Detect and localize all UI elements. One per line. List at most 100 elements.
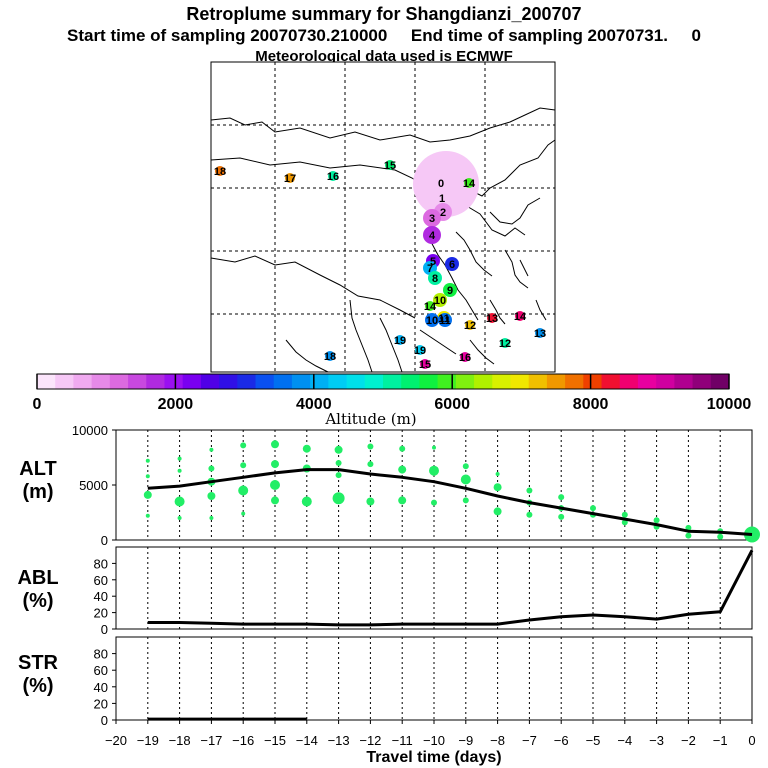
colorbar-cell	[328, 374, 348, 389]
colorbar-cell	[109, 374, 129, 389]
xtick-label: −19	[137, 733, 159, 748]
alt-scatter-point	[398, 465, 407, 474]
map-frame	[210, 61, 556, 373]
xtick-label: −17	[200, 733, 222, 748]
map-point	[415, 345, 425, 355]
alt-scatter-point	[621, 511, 628, 518]
alt-scatter-point	[526, 487, 533, 494]
alt-scatter-point	[174, 496, 185, 507]
colorbar-cell	[401, 374, 420, 389]
colorbar-cell	[128, 374, 147, 389]
colorbar-cell	[710, 374, 730, 389]
map-point	[500, 338, 510, 348]
alt-scatter-point	[238, 485, 249, 496]
map-day-label: 17	[284, 173, 296, 185]
alt-scatter-point	[271, 440, 279, 449]
alt-scatter-point	[399, 445, 406, 452]
altitude-colorbar: 0 2000 4000 6000 8000 10000	[33, 373, 752, 413]
xtick-label: −3	[649, 733, 664, 748]
alt-scatter-point	[240, 442, 247, 449]
met-data-line: Meteorological data used is ECMWF	[255, 48, 513, 65]
xtick-label: −7	[522, 733, 537, 748]
xtick-label: −4	[617, 733, 632, 748]
alt-scatter-point	[558, 513, 565, 520]
xtick-label: −11	[392, 733, 413, 748]
alt-scatter-point	[462, 497, 469, 504]
abl-ytick-label: 20	[94, 606, 108, 621]
xtick-label: −18	[169, 733, 191, 748]
alt-ytick-label: 0	[101, 533, 108, 548]
colorbar-tick-label: 8000	[573, 396, 609, 413]
map-day-label: 14	[424, 301, 437, 313]
abl-ytick-label: 80	[94, 556, 108, 571]
colorbar-cell	[546, 374, 566, 389]
colorbar-cell	[637, 374, 657, 389]
xtick-label: 0	[748, 733, 755, 748]
map-day-label: 13	[486, 313, 498, 325]
xtick-label: −8	[490, 733, 505, 748]
map-trajectory-points	[215, 160, 545, 369]
map-day-label: 18	[214, 166, 226, 178]
colorbar-cell	[692, 374, 712, 389]
str-ytick-label: 40	[94, 680, 108, 695]
map-point	[420, 359, 430, 369]
alt-scatter-point	[590, 505, 596, 512]
alt-scatter-point	[685, 532, 692, 539]
map-point	[423, 226, 441, 244]
alt-scatter-point	[302, 444, 311, 453]
colorbar-tick-label: 10000	[707, 396, 752, 413]
xtick-label: −20	[105, 733, 127, 748]
map-day-label: 15	[419, 359, 431, 371]
map-day-label: 0	[438, 178, 444, 190]
map-gridlines	[211, 62, 555, 372]
map-day-label: 2	[440, 207, 446, 219]
map-point	[460, 352, 470, 362]
colorbar-cell	[91, 374, 111, 389]
map-day-label: 10	[426, 315, 438, 327]
colorbar-cell	[146, 374, 165, 389]
abl-axis-label-1: ABL	[17, 567, 59, 589]
colorbar-cell	[437, 374, 457, 389]
map-day-label: 11	[438, 313, 450, 325]
alt-scatter-point	[398, 496, 407, 505]
abl-ytick-label: 0	[101, 622, 108, 637]
alt-scatter-point	[335, 472, 342, 479]
map-day-label: 15	[384, 160, 396, 172]
xtick-label: −12	[359, 733, 381, 748]
colorbar-cell	[310, 374, 329, 389]
map-day-label: 18	[324, 351, 336, 363]
colorbar-cell	[164, 374, 184, 389]
map-day-label: 1	[439, 193, 445, 205]
map-point	[465, 320, 475, 330]
map-day-label: 12	[464, 320, 476, 332]
map-day-label: 16	[327, 171, 339, 183]
map-point	[215, 166, 225, 176]
alt-scatter-point	[209, 516, 214, 520]
map-point	[433, 293, 447, 307]
alt-scatter-point	[431, 499, 437, 506]
xtick-label: −13	[328, 733, 350, 748]
colorbar-cell	[455, 374, 475, 389]
alt-scatter-point	[332, 492, 345, 505]
xtick-label: −15	[264, 733, 286, 748]
map-day-label: 8	[432, 273, 438, 285]
colorbar-cell	[419, 374, 439, 389]
alt-scatter-point	[717, 533, 724, 540]
alt-scatter-point	[207, 492, 216, 500]
alt-scatter-point	[621, 519, 628, 526]
colorbar-cell	[492, 374, 511, 389]
colorbar-cell	[73, 374, 93, 389]
map-point	[328, 171, 338, 181]
alt-scatter-point	[495, 472, 500, 476]
alt-scatter-point	[270, 480, 280, 490]
colorbar-tick-label: 6000	[434, 396, 470, 413]
colorbar-cell	[565, 374, 584, 389]
alt-scatter-point	[301, 496, 312, 507]
str-ytick-label: 20	[94, 696, 108, 711]
colorbar-cell	[383, 374, 402, 389]
colorbar-cell	[37, 374, 56, 389]
map-point	[425, 313, 439, 327]
map-day-label: 3	[429, 213, 435, 225]
